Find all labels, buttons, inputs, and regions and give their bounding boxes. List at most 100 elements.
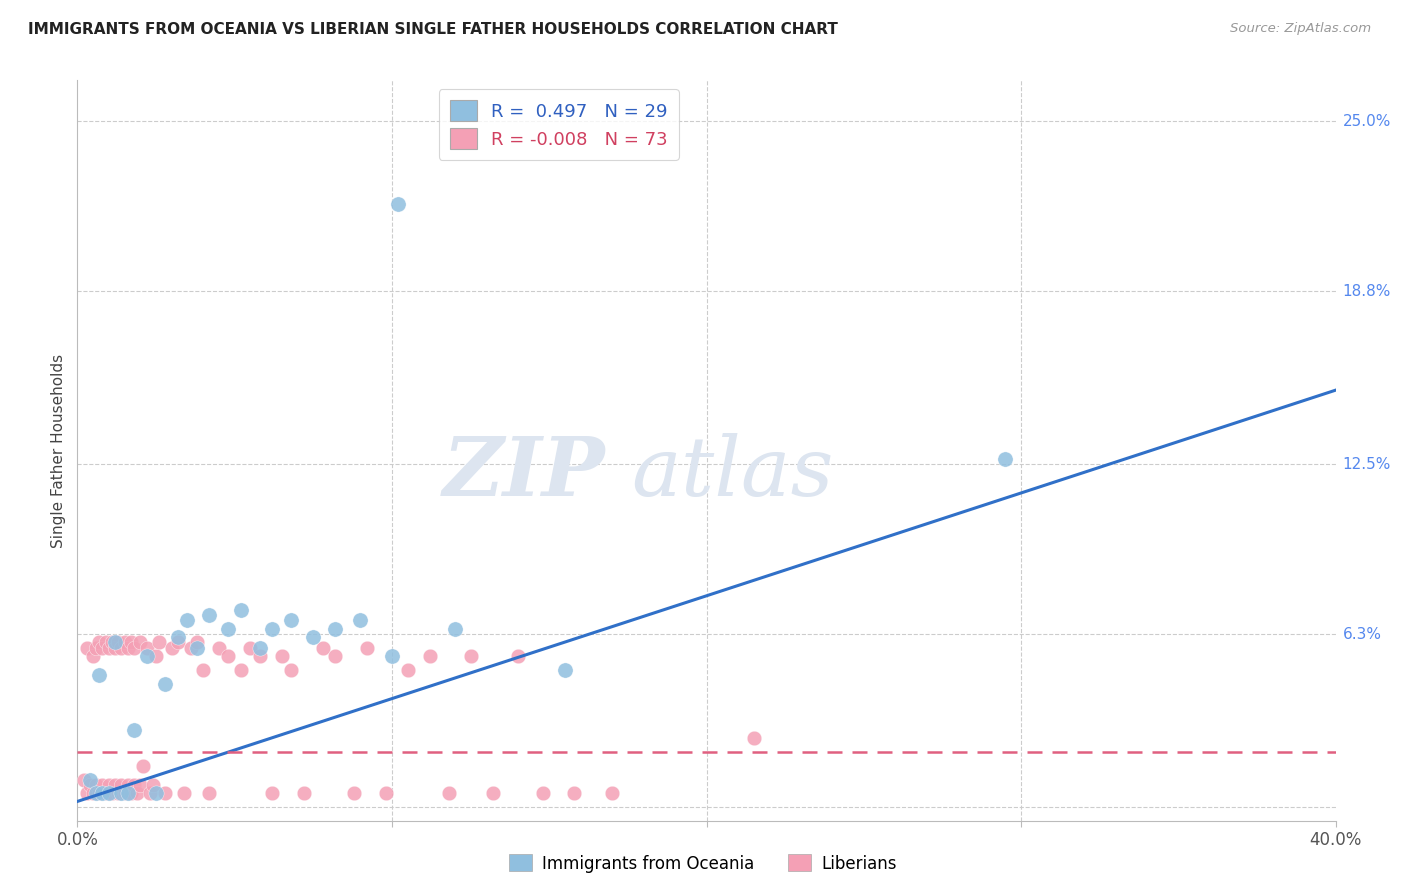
Y-axis label: Single Father Households: Single Father Households: [51, 353, 66, 548]
Point: [564, 786, 586, 800]
Point: [323, 649, 346, 664]
Text: 18.8%: 18.8%: [1343, 284, 1391, 299]
Point: [129, 778, 152, 792]
Point: [356, 640, 378, 655]
Point: [167, 630, 190, 644]
Point: [104, 778, 127, 792]
Point: [387, 196, 409, 211]
Point: [239, 640, 262, 655]
Point: [155, 676, 177, 690]
Point: [160, 640, 183, 655]
Point: [97, 640, 120, 655]
Point: [145, 786, 167, 800]
Point: [110, 778, 132, 792]
Point: [270, 649, 292, 664]
Point: [79, 778, 101, 792]
Point: [506, 649, 529, 664]
Point: [110, 786, 132, 800]
Point: [120, 635, 142, 649]
Point: [76, 786, 98, 800]
Point: [343, 786, 366, 800]
Point: [132, 759, 155, 773]
Point: [198, 607, 221, 622]
Point: [437, 786, 460, 800]
Point: [72, 772, 94, 787]
Point: [101, 786, 124, 800]
Point: [600, 786, 623, 800]
Point: [129, 635, 152, 649]
Point: [554, 663, 576, 677]
Point: [167, 635, 190, 649]
Point: [138, 786, 160, 800]
Point: [229, 602, 252, 616]
Point: [531, 786, 554, 800]
Point: [292, 786, 315, 800]
Point: [84, 786, 107, 800]
Point: [82, 786, 104, 800]
Point: [107, 635, 129, 649]
Point: [84, 778, 107, 792]
Point: [122, 640, 145, 655]
Point: [262, 622, 284, 636]
Point: [444, 622, 467, 636]
Point: [280, 614, 302, 628]
Point: [349, 614, 371, 628]
Point: [101, 635, 124, 649]
Point: [994, 451, 1017, 466]
Point: [742, 731, 765, 746]
Point: [217, 649, 239, 664]
Point: [84, 640, 107, 655]
Point: [155, 786, 177, 800]
Point: [82, 649, 104, 664]
Point: [114, 635, 136, 649]
Point: [323, 622, 346, 636]
Legend: Immigrants from Oceania, Liberians: Immigrants from Oceania, Liberians: [502, 847, 904, 880]
Point: [208, 640, 231, 655]
Point: [79, 772, 101, 787]
Point: [122, 778, 145, 792]
Text: 6.3%: 6.3%: [1343, 627, 1382, 641]
Point: [135, 649, 157, 664]
Point: [122, 723, 145, 738]
Point: [114, 786, 136, 800]
Point: [302, 630, 325, 644]
Text: IMMIGRANTS FROM OCEANIA VS LIBERIAN SINGLE FATHER HOUSEHOLDS CORRELATION CHART: IMMIGRANTS FROM OCEANIA VS LIBERIAN SING…: [28, 22, 838, 37]
Legend: R =  0.497   N = 29, R = -0.008   N = 73: R = 0.497 N = 29, R = -0.008 N = 73: [439, 89, 679, 160]
Text: 12.5%: 12.5%: [1343, 457, 1391, 472]
Point: [180, 640, 202, 655]
Point: [117, 786, 139, 800]
Point: [396, 663, 419, 677]
Point: [229, 663, 252, 677]
Point: [127, 786, 149, 800]
Point: [460, 649, 482, 664]
Point: [142, 778, 165, 792]
Point: [94, 786, 117, 800]
Point: [173, 786, 195, 800]
Point: [89, 786, 111, 800]
Point: [104, 635, 127, 649]
Point: [419, 649, 441, 664]
Text: ZIP: ZIP: [443, 433, 606, 513]
Point: [374, 786, 396, 800]
Point: [249, 640, 271, 655]
Point: [312, 640, 335, 655]
Point: [97, 786, 120, 800]
Point: [107, 786, 129, 800]
Point: [481, 786, 503, 800]
Point: [176, 614, 198, 628]
Point: [217, 622, 239, 636]
Point: [135, 640, 157, 655]
Point: [120, 786, 142, 800]
Point: [89, 668, 111, 682]
Point: [91, 786, 114, 800]
Point: [89, 635, 111, 649]
Point: [145, 649, 167, 664]
Text: 25.0%: 25.0%: [1343, 114, 1391, 129]
Point: [198, 786, 221, 800]
Point: [97, 778, 120, 792]
Point: [104, 640, 127, 655]
Point: [117, 778, 139, 792]
Text: Source: ZipAtlas.com: Source: ZipAtlas.com: [1230, 22, 1371, 36]
Point: [110, 640, 132, 655]
Point: [262, 786, 284, 800]
